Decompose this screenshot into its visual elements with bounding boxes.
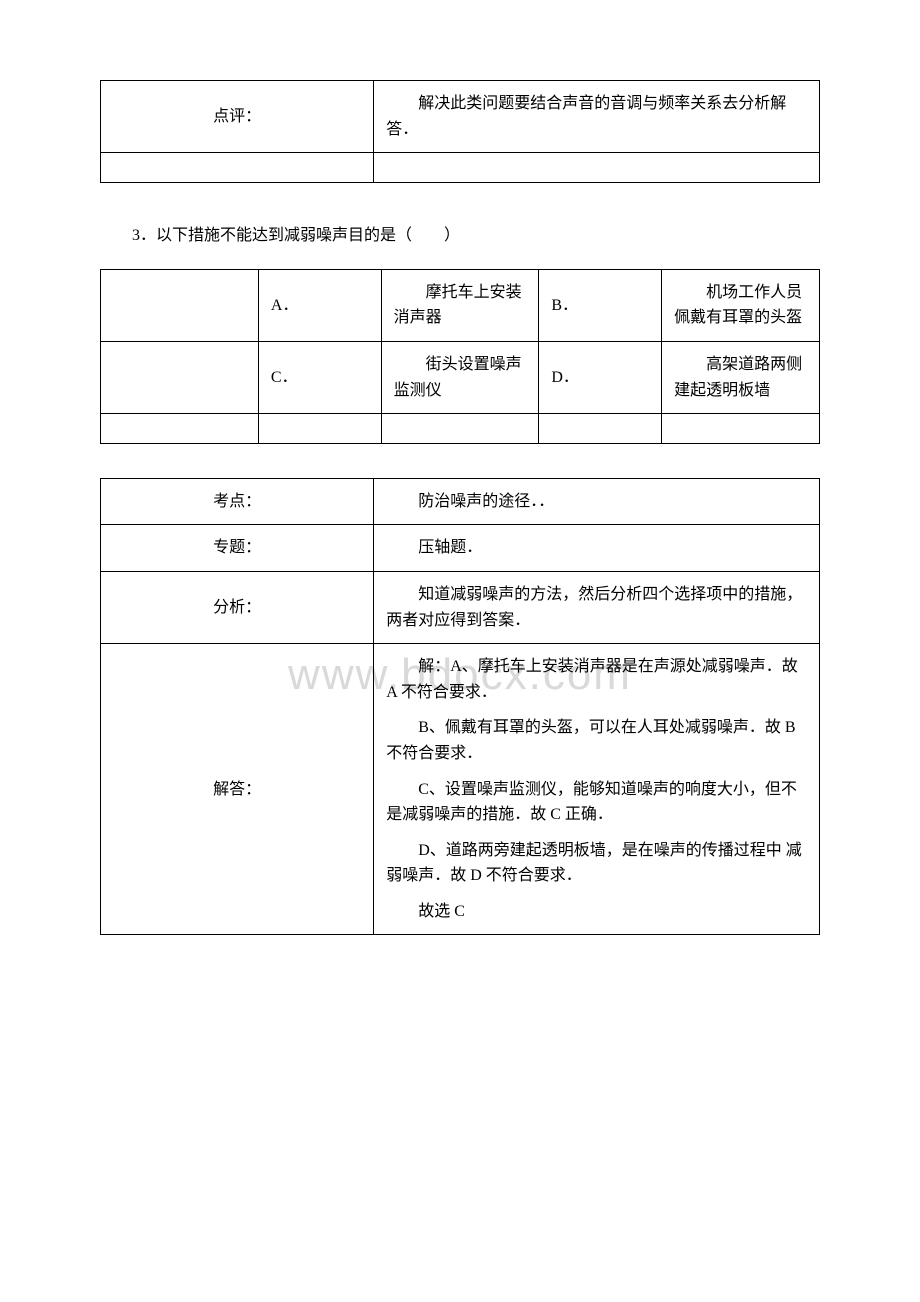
- option-a-letter: A．: [258, 269, 381, 341]
- fenxi-content: 知道减弱噪声的方法，然后分析四个选择项中的措施，两者对应得到答案．: [374, 571, 820, 643]
- fenxi-label: 分析：: [101, 571, 374, 643]
- review-table: 点评： 解决此类问题要结合声音的音调与频率关系去分析解答．: [100, 80, 820, 183]
- empty-cell: [101, 153, 374, 183]
- empty-cell: [101, 414, 259, 444]
- jieda-label: 解答：: [101, 644, 374, 935]
- empty-cell: [374, 153, 820, 183]
- zhuanti-label: 专题：: [101, 525, 374, 572]
- empty-cell: [101, 269, 259, 341]
- question-3-text: 3．以下措施不能达到减弱噪声目的是（ ）: [100, 223, 820, 249]
- empty-cell: [381, 414, 539, 444]
- option-c-text: 街头设置噪声监测仪: [381, 341, 539, 413]
- review-content: 解决此类问题要结合声音的音调与频率关系去分析解答．: [374, 81, 820, 153]
- option-b-letter: B．: [539, 269, 662, 341]
- jieda-p2: B、佩戴有耳罩的头盔，可以在人耳处减弱噪声．故 B 不符合要求．: [386, 715, 807, 766]
- empty-cell: [258, 414, 381, 444]
- options-table: A． 摩托车上安装消声器 B． 机场工作人员佩戴有耳罩的头盔 C． 街头设置噪声…: [100, 269, 820, 444]
- kaodian-label: 考点：: [101, 478, 374, 525]
- jieda-p4: D、道路两旁建起透明板墙，是在噪声的传播过程中 减弱噪声．故 D 不符合要求．: [386, 838, 807, 889]
- jieda-p5: 故选 C: [386, 899, 807, 925]
- kaodian-content: 防治噪声的途径．．: [374, 478, 820, 525]
- review-label: 点评：: [101, 81, 374, 153]
- jieda-p3: C、设置噪声监测仪，能够知道噪声的响度大小，但不是减弱噪声的措施．故 C 正确．: [386, 777, 807, 828]
- option-a-text: 摩托车上安装消声器: [381, 269, 539, 341]
- analysis-table: 考点： 防治噪声的途径．． 专题： 压轴题． 分析： 知道减弱噪声的方法，然后分…: [100, 478, 820, 936]
- zhuanti-content: 压轴题．: [374, 525, 820, 572]
- option-d-letter: D．: [539, 341, 662, 413]
- jieda-content: 解：A、摩托车上安装消声器是在声源处减弱噪声．故 A 不符合要求． B、佩戴有耳…: [374, 644, 820, 935]
- option-c-letter: C．: [258, 341, 381, 413]
- option-b-text: 机场工作人员佩戴有耳罩的头盔: [662, 269, 820, 341]
- option-d-text: 高架道路两侧建起透明板墙: [662, 341, 820, 413]
- empty-cell: [101, 341, 259, 413]
- empty-cell: [539, 414, 662, 444]
- jieda-p1: 解：A、摩托车上安装消声器是在声源处减弱噪声．故 A 不符合要求．: [386, 654, 807, 705]
- empty-cell: [662, 414, 820, 444]
